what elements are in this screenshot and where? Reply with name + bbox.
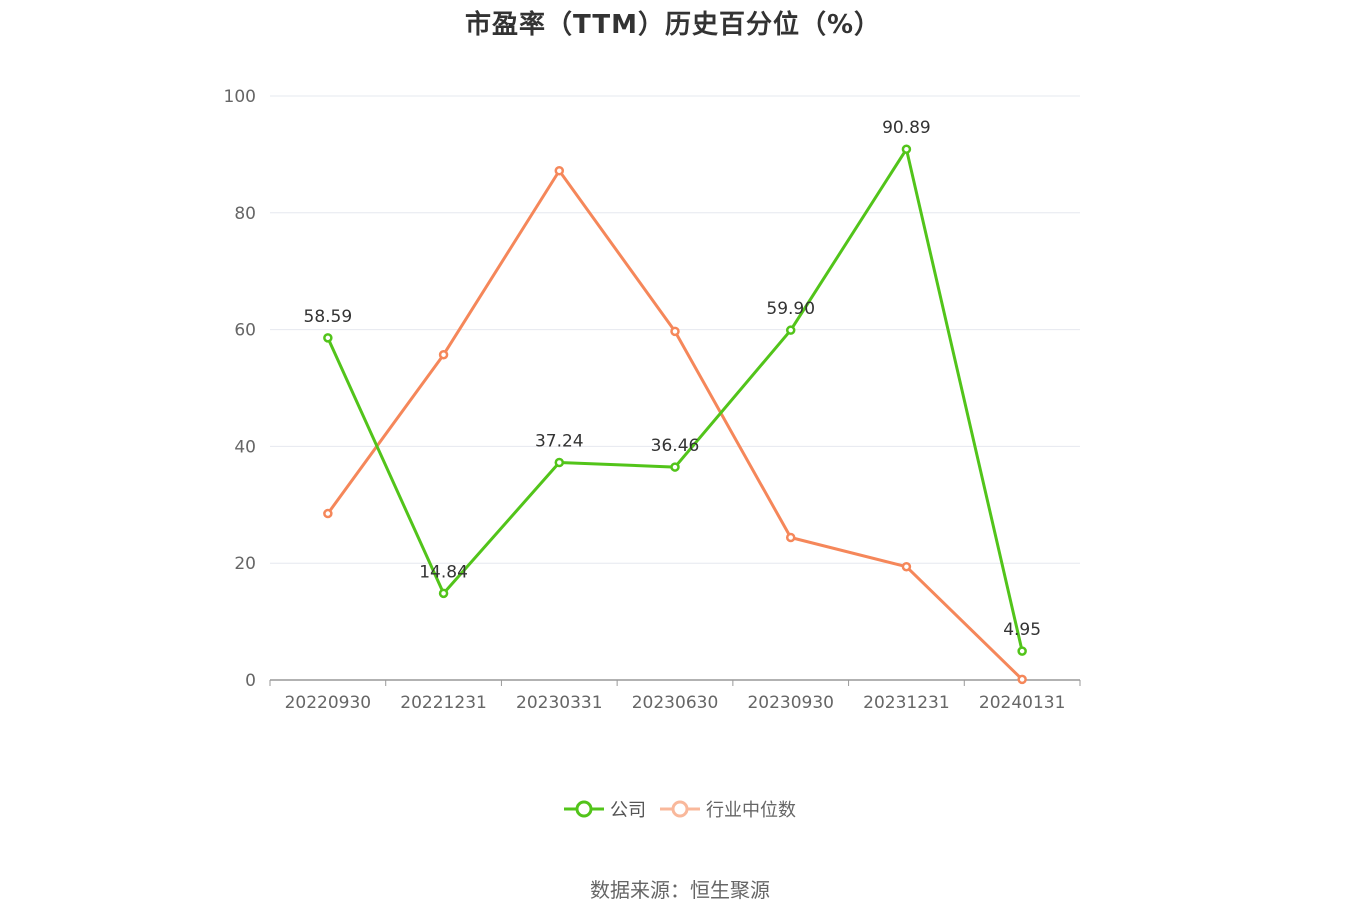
x-tick-label-20231231: 20231231	[863, 693, 950, 713]
x-tick-label-20220930: 20220930	[285, 693, 372, 713]
data-point-company-20240131	[1017, 646, 1027, 656]
y-tick-label-80: 80	[234, 204, 256, 224]
legend-label-industry: 行业中位数	[706, 800, 796, 821]
data-source-note: 数据来源：恒生聚源	[590, 878, 770, 902]
data-point-industry-20231231	[901, 561, 912, 572]
legend-label-company: 公司	[610, 800, 646, 821]
x-tick-label-20240131: 20240131	[979, 693, 1066, 713]
legend-item-company[interactable]: 公司	[564, 796, 646, 822]
data-point-company-20231231	[901, 144, 912, 154]
legend-item-industry[interactable]: 行业中位数	[660, 796, 796, 822]
chart-plot: 0 20 40 60 80 100 20220930 20221231 20230331 2023…	[224, 87, 1081, 713]
y-tick-label-0: 0	[245, 671, 256, 691]
data-point-industry-20230930	[785, 532, 796, 543]
chart-legend: 公司 行业中位数	[0, 796, 1360, 822]
data-label-company-20240131: 4.95	[1003, 620, 1041, 640]
x-tick-label-20230331: 20230331	[516, 693, 603, 713]
data-point-industry-20220930	[323, 508, 333, 519]
y-tick-label-60: 60	[234, 321, 256, 341]
data-label-company-20231231: 90.89	[882, 118, 931, 138]
chart-title: 市盈率（TTM）历史百分位（%）	[465, 10, 881, 40]
series-line-industry	[326, 169, 1024, 681]
data-point-company-20220930	[323, 333, 333, 343]
y-tick-label-20: 20	[234, 554, 256, 574]
x-tick-label-20230930: 20230930	[747, 693, 834, 713]
x-tick-label-20221231: 20221231	[400, 693, 487, 713]
data-point-company-20230331	[554, 457, 565, 468]
data-point-industry-20221231	[438, 349, 449, 360]
data-point-industry-20230630	[670, 326, 680, 337]
legend-company-marker-icon	[564, 800, 604, 818]
data-point-industry-20230331	[554, 166, 565, 176]
data-label-company-20220930: 58.59	[304, 307, 353, 327]
data-label-company-20230930: 59.90	[766, 299, 815, 319]
data-point-company-20221231	[438, 588, 449, 599]
data-label-company-20230630: 36.46	[651, 436, 700, 456]
data-label-company-20221231: 14.84	[419, 562, 468, 582]
data-label-company-20230331: 37.24	[535, 432, 584, 452]
x-tick-label-20230630: 20230630	[632, 693, 719, 713]
data-point-industry-20240131	[1017, 674, 1027, 685]
y-tick-label-100: 100	[224, 87, 256, 107]
data-point-company-20230930	[785, 325, 796, 335]
data-point-company-20230630	[670, 462, 680, 472]
legend-industry-marker-icon	[660, 800, 700, 818]
y-tick-label-40: 40	[234, 437, 256, 457]
